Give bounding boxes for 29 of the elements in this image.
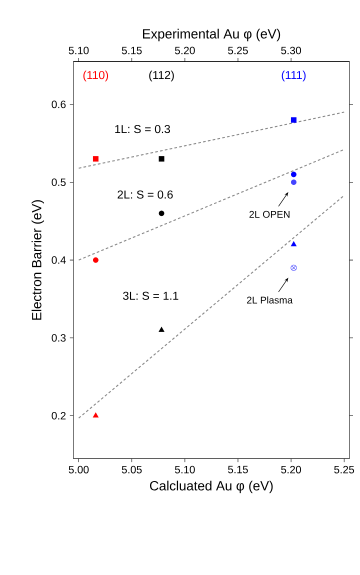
point [291,179,297,185]
annotation: 3L: S = 1.1 [123,292,178,300]
point [290,264,298,271]
y-tick-label: 0.4 [52,256,66,264]
annotation: 2L: S = 0.6 [118,190,174,199]
x2-tick-label: 5.10 [69,46,89,54]
x2-tick-label: 5.15 [122,46,142,54]
x-tick-label: 5.15 [228,466,248,474]
y-axis-title: Electron Barrier (eV) [32,200,44,320]
x-tick-label: 5.05 [122,466,142,474]
text: 2L Plasma [247,296,293,304]
annotation: (110) [84,70,108,82]
x2-tick-label: 5.25 [228,46,248,54]
x2-tick-label: 5.20 [175,46,196,54]
annotation: 1L: S = 0.3 [115,124,170,134]
x-tick-label: 5.00 [69,466,89,474]
x-axis-title: Calcluated Au φ (eV) [150,480,273,494]
x-tick-label: 5.25 [334,466,354,474]
annotation: (111) [282,70,306,82]
y-tick-label: 0.2 [52,412,66,420]
x-tick-label: 5.10 [175,466,196,474]
x2-tick-label: 5.30 [281,46,302,54]
x2-axis-title: Experimental Au φ (eV) [143,28,280,42]
text: 2L OPEN [250,210,290,218]
y-tick-label: 0.6 [52,100,66,108]
y-tick-label: 0.5 [52,178,66,186]
x-tick-label: 5.20 [281,466,302,474]
y-tick-label: 0.3 [52,334,66,342]
annotation: (112) [149,70,174,82]
